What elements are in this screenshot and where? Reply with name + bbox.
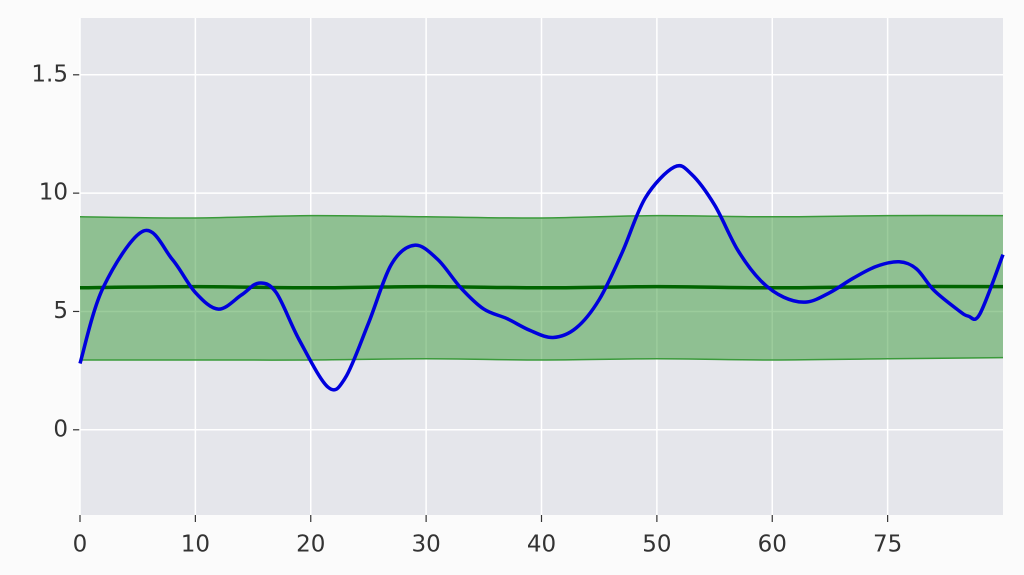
x-tick-label: 40 [527,532,556,558]
x-tick-label: 50 [642,532,671,558]
x-tick-label: 0 [73,532,88,558]
band-edge [79,356,1004,361]
y-tick-label: 1.5 [31,61,68,87]
mean-line [79,284,1004,290]
x-tick-label: 20 [296,532,325,558]
x-tick-label: 10 [181,532,210,558]
y-tick-label: 0 [53,416,68,442]
x-tick-label: 30 [411,532,440,558]
y-tick-label: 5 [53,298,68,324]
data-line [78,163,1005,392]
band-edge [79,214,1004,219]
x-tick-label: 60 [758,532,787,558]
y-tick-label: 10 [39,180,68,206]
x-tick-label: 75 [873,532,902,558]
